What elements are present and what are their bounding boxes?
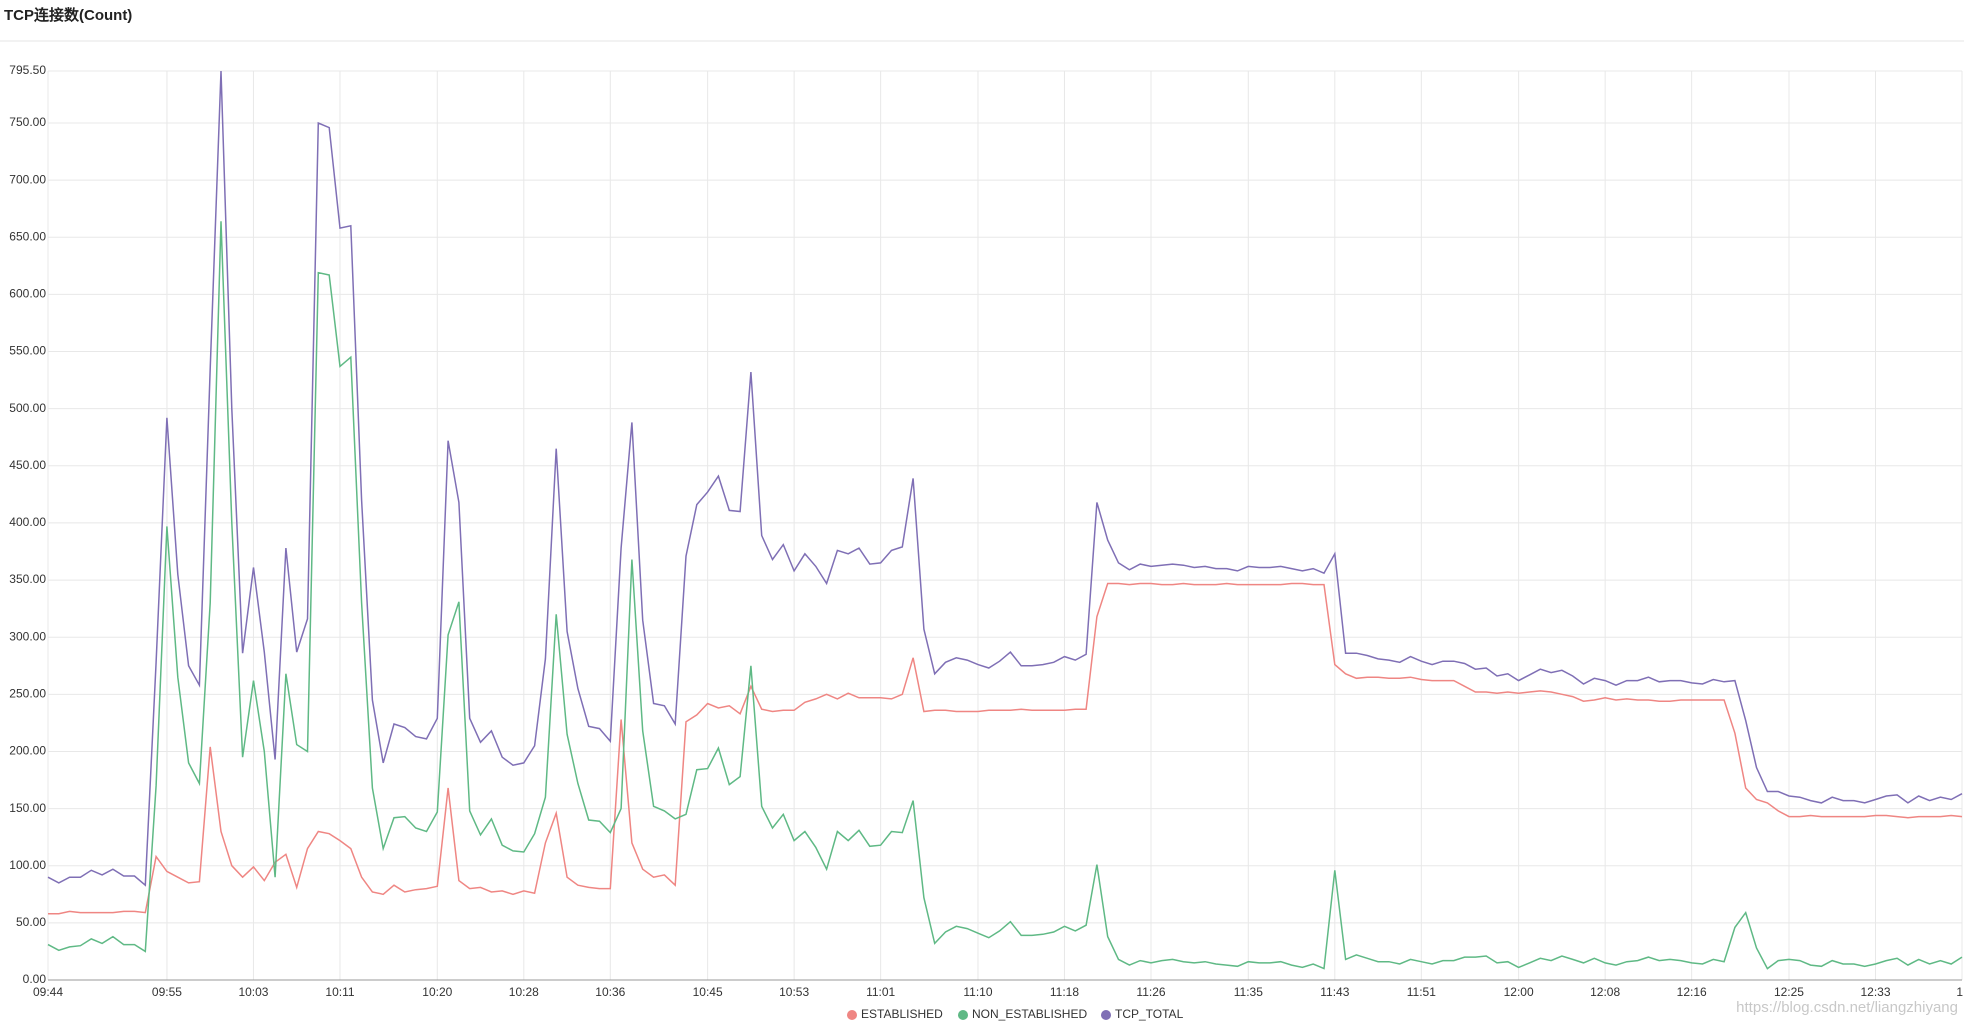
series-line (47, 70, 1963, 887)
y-tick-label: 700.00 (9, 172, 46, 186)
y-tick-label: 550.00 (9, 344, 46, 358)
legend-marker (847, 1010, 857, 1020)
x-tick-label: 11:01 (866, 985, 895, 999)
x-tick-label: 11:10 (963, 985, 992, 999)
legend-marker (958, 1010, 968, 1020)
y-tick-label: 250.00 (9, 687, 46, 701)
x-tick-label: 09:44 (33, 985, 63, 999)
x-tick-label: 12:08 (1590, 985, 1620, 999)
legend-label: ESTABLISHED (861, 1007, 943, 1021)
y-tick-label: 400.00 (9, 515, 46, 529)
legend-label: TCP_TOTAL (1115, 1007, 1184, 1021)
y-tick-label: 450.00 (9, 458, 46, 472)
y-tick-label: 200.00 (9, 744, 46, 758)
y-tick-label: 795.50 (9, 63, 46, 77)
y-tick-label: 350.00 (9, 572, 46, 586)
series-line (48, 582, 1963, 915)
x-tick-label: 1 (1956, 985, 1963, 999)
y-tick-label: 650.00 (9, 229, 46, 243)
series-line (47, 221, 1963, 970)
x-tick-label: 10:36 (595, 985, 625, 999)
legend-label: NON_ESTABLISHED (972, 1007, 1087, 1021)
y-tick-label: 100.00 (9, 858, 46, 872)
y-tick-label: 750.00 (9, 115, 46, 129)
x-tick-label: 12:16 (1677, 985, 1707, 999)
x-tick-label: 10:03 (238, 985, 268, 999)
x-tick-label: 09:55 (152, 985, 182, 999)
x-tick-label: 10:20 (422, 985, 452, 999)
x-tick-label: 10:28 (509, 985, 539, 999)
y-tick-label: 150.00 (9, 801, 46, 815)
x-tick-label: 11:35 (1234, 985, 1263, 999)
x-tick-label: 12:00 (1504, 985, 1534, 999)
legend-marker (1101, 1010, 1111, 1020)
y-tick-label: 50.00 (16, 915, 46, 929)
y-tick-label: 300.00 (9, 629, 46, 643)
x-tick-label: 11:51 (1407, 985, 1436, 999)
y-tick-label: 0.00 (23, 972, 47, 986)
x-tick-label: 11:43 (1320, 985, 1349, 999)
x-tick-label: 12:33 (1860, 985, 1890, 999)
watermark: https://blog.csdn.net/liangzhiyang (1736, 999, 1958, 1016)
x-tick-label: 10:45 (693, 985, 723, 999)
x-tick-label: 12:25 (1774, 985, 1804, 999)
x-tick-label: 10:11 (325, 985, 354, 999)
chart-title: TCP连接数(Count) (4, 6, 132, 24)
x-tick-label: 11:18 (1050, 985, 1079, 999)
y-tick-label: 600.00 (9, 287, 46, 301)
x-tick-label: 11:26 (1136, 985, 1165, 999)
x-tick-label: 10:53 (779, 985, 809, 999)
y-tick-label: 500.00 (9, 401, 46, 415)
